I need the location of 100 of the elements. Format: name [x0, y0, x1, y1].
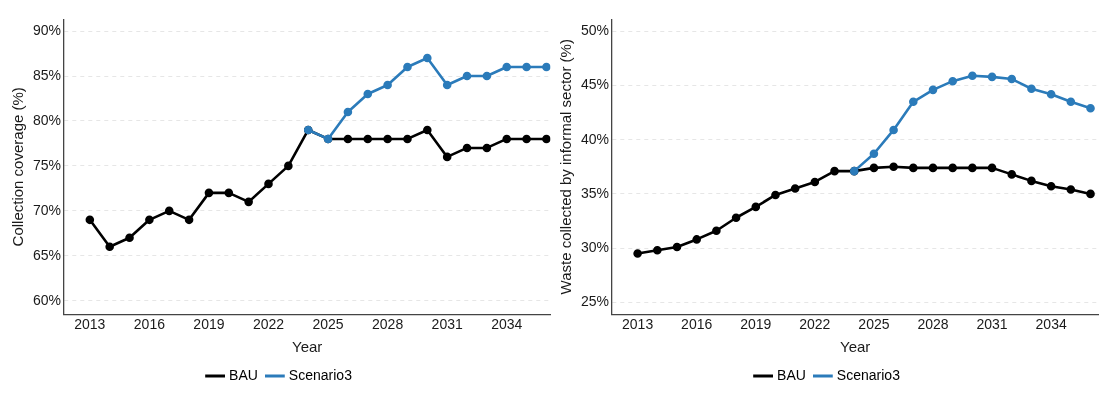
point [948, 163, 957, 173]
point [522, 134, 531, 144]
point [751, 202, 761, 212]
point [1007, 74, 1017, 84]
legend-label: BAU [229, 366, 258, 383]
x-tick-label: 2013 [74, 316, 106, 333]
point [1046, 182, 1056, 191]
x-tick-label: 2031 [431, 316, 463, 333]
point [1086, 103, 1095, 113]
point [284, 161, 293, 171]
x-axis-title: Year [840, 338, 871, 356]
x-tick-label: 2019 [740, 316, 772, 333]
point [363, 89, 373, 99]
x-tick-label: 2031 [976, 316, 1008, 333]
point [1007, 170, 1017, 179]
point [1046, 89, 1056, 99]
point [1066, 97, 1076, 107]
point [790, 184, 800, 193]
x-tick-label: 2016 [133, 316, 166, 333]
point [968, 71, 977, 81]
point [889, 125, 898, 135]
point [712, 226, 721, 236]
point [889, 162, 898, 172]
point [542, 62, 551, 72]
y-tick-label: 35% [580, 184, 610, 201]
point [909, 163, 918, 173]
point [363, 134, 373, 144]
x-tick-label: 2028 [917, 316, 949, 333]
point [184, 215, 194, 225]
x-tick-label: 2019 [193, 316, 225, 333]
point [1086, 189, 1095, 199]
point [383, 134, 392, 144]
point [244, 197, 253, 207]
point [343, 107, 353, 117]
point [771, 190, 780, 200]
point [264, 179, 273, 189]
point [482, 143, 492, 153]
y-tick-label: 90% [32, 21, 62, 38]
point [125, 233, 134, 243]
y-tick-label: 45% [580, 76, 610, 93]
point [105, 242, 114, 252]
y-tick-label: 50% [580, 22, 610, 39]
x-tick-label: 2016 [681, 316, 713, 333]
x-tick-label: 2025 [312, 316, 344, 333]
point [462, 71, 472, 81]
x-tick-label: 2028 [372, 316, 404, 333]
point [442, 80, 452, 90]
legend-label: Scenario3 [836, 366, 901, 383]
y-tick-label: 60% [32, 291, 62, 308]
y-tick-label: 40% [580, 130, 610, 147]
x-tick-label: 2034 [491, 316, 523, 333]
y-tick-label: 80% [32, 111, 62, 128]
point [909, 97, 918, 107]
point [502, 134, 512, 144]
point [423, 53, 432, 63]
point [522, 62, 531, 72]
point [204, 188, 214, 198]
point [1066, 185, 1076, 194]
point [928, 85, 938, 95]
point [442, 152, 452, 162]
y-tick-label: 30% [580, 238, 610, 255]
point [869, 163, 879, 173]
point [145, 215, 154, 225]
point [482, 71, 492, 81]
legend-label: Scenario3 [288, 366, 353, 383]
point [403, 134, 412, 144]
y-tick-label: 25% [580, 293, 610, 310]
legend-label: BAU [777, 366, 806, 383]
point [948, 76, 957, 86]
point [810, 177, 820, 187]
y-tick-label: 65% [32, 246, 62, 263]
point [692, 235, 701, 244]
point [542, 134, 551, 144]
point [830, 166, 839, 176]
point [1027, 84, 1036, 94]
point [383, 80, 392, 90]
x-tick-label: 2034 [1035, 316, 1067, 333]
point [869, 149, 879, 159]
point [987, 163, 997, 173]
point [423, 125, 432, 135]
point [731, 213, 741, 223]
x-tick-label: 2022 [252, 316, 285, 333]
x-tick-label: 2025 [858, 316, 890, 333]
point [633, 249, 642, 258]
point [343, 134, 353, 144]
point [672, 242, 682, 252]
point [653, 245, 662, 255]
x-tick-label: 2013 [622, 316, 654, 333]
y-axis-title: Waste collected by informal sector (%) [557, 39, 575, 295]
point [502, 62, 512, 72]
point [224, 188, 234, 198]
point [85, 215, 95, 225]
point [1027, 176, 1036, 186]
point [987, 72, 997, 82]
point [928, 163, 938, 173]
y-tick-label: 85% [32, 66, 62, 83]
x-axis-title: Year [292, 338, 323, 356]
y-tick-label: 70% [32, 201, 62, 218]
point [462, 143, 472, 153]
point [968, 163, 977, 173]
